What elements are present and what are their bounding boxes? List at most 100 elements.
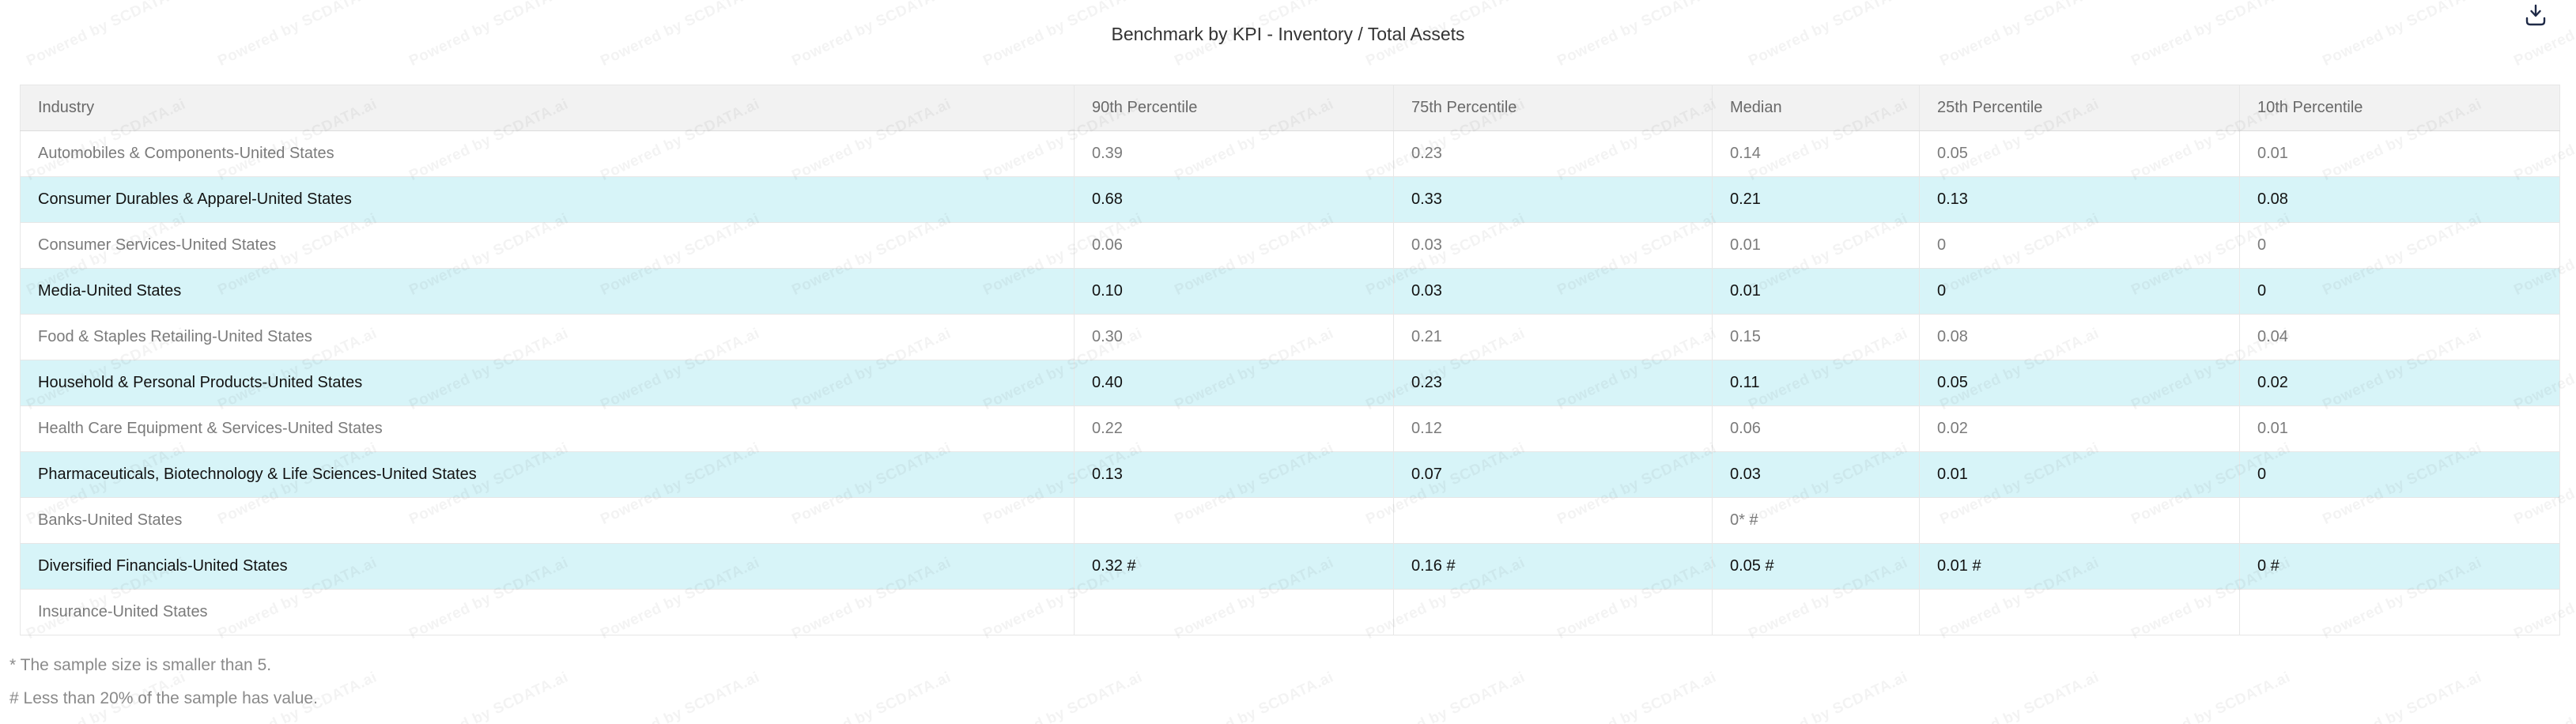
column-header-median[interactable]: Median (1712, 85, 1920, 131)
industry-cell: Media-United States (20, 268, 1075, 315)
benchmark-table: Industry 90th Percentile 75th Percentile Me… (20, 85, 2560, 635)
watermark-text: Powered by SCDATA.ai (2511, 669, 2576, 724)
value-cell: 0.39 (1074, 130, 1394, 177)
value-cell: 0.02 (2239, 360, 2560, 406)
value-cell: 0.30 (1074, 314, 1394, 360)
value-cell: 0.03 (1393, 222, 1713, 269)
footnote-sample-size: * The sample size is smaller than 5. (9, 656, 272, 674)
value-cell: 0.16 # (1393, 543, 1713, 590)
value-cell: 0.21 (1393, 314, 1713, 360)
watermark-text: Powered by SCDATA.ai (1937, 669, 2102, 724)
table-row: Banks-United States 0* # (20, 497, 2560, 544)
value-cell: 0 (2239, 451, 2560, 498)
value-cell: 0.08 (2239, 176, 2560, 223)
table-row: Diversified Financials-United States 0.32… (20, 543, 2560, 590)
watermark-text: Powered by SCDATA.ai (1172, 669, 1337, 724)
value-cell: 0.03 (1393, 268, 1713, 315)
value-cell (2239, 589, 2560, 635)
watermark-text: Powered by SCDATA.ai (1554, 669, 1720, 724)
value-cell (1393, 497, 1713, 544)
value-cell: 0 (2239, 222, 2560, 269)
value-cell: 0.13 (1074, 451, 1394, 498)
watermark-text: Powered by SCDATA.ai (1746, 669, 1911, 724)
watermark-text: Powered by SCDATA.ai (598, 669, 763, 724)
watermark-text: Powered by SCDATA.ai (406, 669, 572, 724)
value-cell: 0.11 (1712, 360, 1920, 406)
watermark-text: Powered by SCDATA.ai (2320, 669, 2485, 724)
value-cell (2239, 497, 2560, 544)
value-cell (1919, 589, 2240, 635)
value-cell: 0.05 (1919, 360, 2240, 406)
value-cell: 0.32 # (1074, 543, 1394, 590)
value-cell: 0.01 # (1919, 543, 2240, 590)
table-row: Automobiles & Components-United States 0.… (20, 130, 2560, 177)
value-cell: 0.22 (1074, 405, 1394, 452)
value-cell (1393, 589, 1713, 635)
value-cell: 0* # (1712, 497, 1920, 544)
value-cell: 0.13 (1919, 176, 2240, 223)
table-row: Consumer Services-United States 0.06 0.03 0… (20, 222, 2560, 269)
value-cell: 0.06 (1712, 405, 1920, 452)
value-cell (1919, 497, 2240, 544)
value-cell: 0.03 (1712, 451, 1920, 498)
value-cell: 0.02 (1919, 405, 2240, 452)
value-cell: 0.07 (1393, 451, 1713, 498)
table-row: Consumer Durables & Apparel-United State… (20, 176, 2560, 223)
column-header-10th-percentile[interactable]: 10th Percentile (2239, 85, 2560, 131)
value-cell (1074, 497, 1394, 544)
industry-cell: Automobiles & Components-United States (20, 130, 1075, 177)
value-cell: 0.23 (1393, 360, 1713, 406)
industry-cell: Insurance-United States (20, 589, 1075, 635)
table-row: Insurance-United States (20, 589, 2560, 635)
table-row: Media-United States 0.10 0.03 0.01 0 0 (20, 268, 2560, 315)
table-row: Health Care Equipment & Services-United … (20, 405, 2560, 452)
value-cell: 0.15 (1712, 314, 1920, 360)
value-cell: 0.40 (1074, 360, 1394, 406)
watermark-text: Powered by SCDATA.ai (2128, 669, 2294, 724)
industry-cell: Household & Personal Products-United Sta… (20, 360, 1075, 406)
value-cell (1712, 589, 1920, 635)
value-cell: 0.01 (1712, 268, 1920, 315)
watermark-text: Powered by SCDATA.ai (1363, 669, 1528, 724)
value-cell: 0.01 (2239, 130, 2560, 177)
table-header-row: Industry 90th Percentile 75th Percentile Me… (20, 85, 2560, 131)
column-header-75th-percentile[interactable]: 75th Percentile (1393, 85, 1713, 131)
download-icon (2525, 4, 2546, 26)
value-cell: 0.08 (1919, 314, 2240, 360)
benchmark-kpi-table: Industry 90th Percentile 75th Percentile Me… (20, 85, 2560, 635)
industry-cell: Diversified Financials-United States (20, 543, 1075, 590)
industry-cell: Consumer Durables & Apparel-United State… (20, 176, 1075, 223)
table-row: Household & Personal Products-United Sta… (20, 360, 2560, 406)
value-cell: 0.33 (1393, 176, 1713, 223)
value-cell: 0.14 (1712, 130, 1920, 177)
watermark-text: Powered by SCDATA.ai (980, 669, 1146, 724)
column-header-industry[interactable]: Industry (20, 85, 1075, 131)
value-cell (1074, 589, 1394, 635)
column-header-90th-percentile[interactable]: 90th Percentile (1074, 85, 1394, 131)
industry-cell: Banks-United States (20, 497, 1075, 544)
value-cell: 0.10 (1074, 268, 1394, 315)
value-cell: 0 (2239, 268, 2560, 315)
industry-cell: Health Care Equipment & Services-United … (20, 405, 1075, 452)
value-cell: 0.21 (1712, 176, 1920, 223)
value-cell: 0.01 (1712, 222, 1920, 269)
value-cell: 0 (1919, 268, 2240, 315)
footnote-sample-value: # Less than 20% of the sample has value. (9, 689, 318, 707)
table-row: Pharmaceuticals, Biotechnology & Life Sc… (20, 451, 2560, 498)
value-cell: 0.23 (1393, 130, 1713, 177)
industry-cell: Pharmaceuticals, Biotechnology & Life Sc… (20, 451, 1075, 498)
value-cell: 0.12 (1393, 405, 1713, 452)
value-cell: 0.05 (1919, 130, 2240, 177)
value-cell: 0.01 (2239, 405, 2560, 452)
value-cell: 0.01 (1919, 451, 2240, 498)
column-header-25th-percentile[interactable]: 25th Percentile (1919, 85, 2240, 131)
industry-cell: Food & Staples Retailing-United States (20, 314, 1075, 360)
table-row: Food & Staples Retailing-United States 0.… (20, 314, 2560, 360)
value-cell: 0 # (2239, 543, 2560, 590)
value-cell: 0 (1919, 222, 2240, 269)
value-cell: 0.04 (2239, 314, 2560, 360)
download-button[interactable] (2524, 2, 2548, 28)
industry-cell: Consumer Services-United States (20, 222, 1075, 269)
value-cell: 0.68 (1074, 176, 1394, 223)
page-title: Benchmark by KPI - Inventory / Total Ass… (1111, 24, 1465, 44)
